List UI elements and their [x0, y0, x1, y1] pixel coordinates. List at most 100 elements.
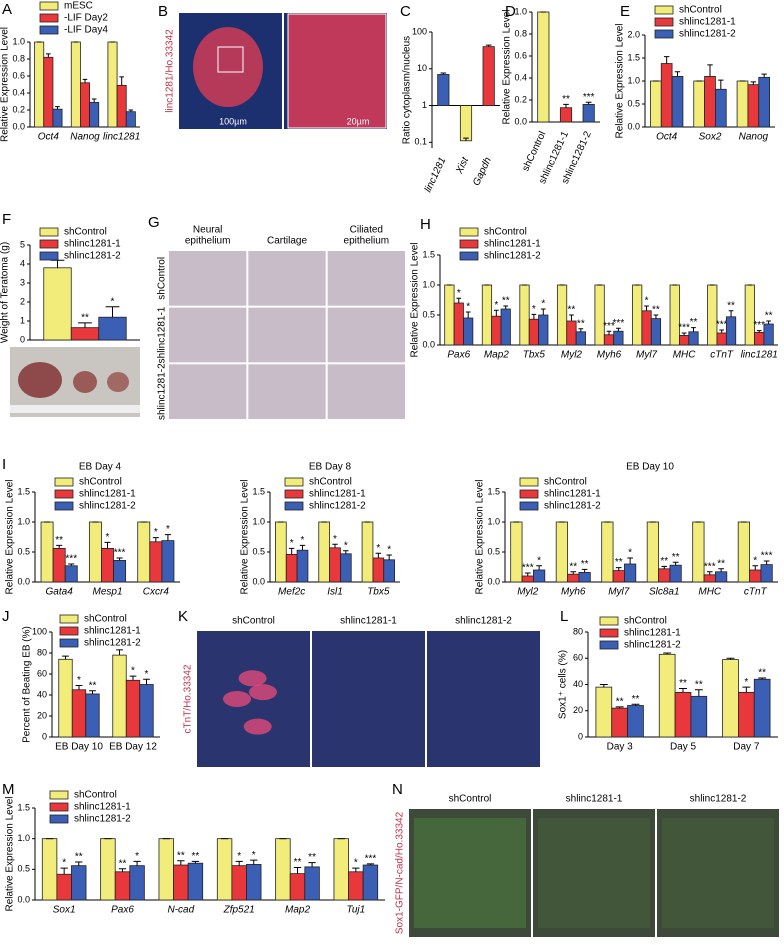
legend-swatch	[54, 477, 74, 487]
legend-label: shlinc1281-1	[544, 489, 601, 500]
y-tick-label: 1.5	[252, 486, 265, 496]
bar	[747, 84, 760, 128]
legend-swatch	[599, 628, 619, 638]
legend-swatch	[49, 814, 69, 824]
image-caption: cTnT/Ho.33342	[183, 664, 194, 733]
cTnT-stain	[223, 691, 252, 707]
error-bar	[750, 81, 757, 85]
significance: *	[541, 299, 545, 310]
y-tick-label: 0	[578, 731, 583, 741]
y-tick-label: 0.4	[12, 87, 25, 97]
error-bar	[627, 557, 633, 564]
error-bar	[89, 690, 96, 694]
y-axis-label: Relative Expression Level	[502, 9, 513, 124]
panel-letter: N	[392, 781, 403, 798]
column-label: epithelium	[185, 236, 231, 247]
significance: **	[695, 679, 703, 690]
error-bar	[143, 678, 150, 685]
bar	[632, 284, 643, 346]
y-tick-label: 1.5	[17, 486, 30, 496]
bar	[674, 691, 692, 738]
error-bar	[129, 675, 137, 681]
error-bar	[456, 297, 462, 303]
bar	[690, 695, 708, 738]
legend-label: shlinc1281-1	[484, 239, 541, 250]
error-bar	[663, 56, 670, 64]
y-tick-label: 100	[412, 26, 427, 36]
bar	[575, 331, 586, 346]
bar	[749, 569, 762, 583]
legend-label: shlinc1281-2	[64, 251, 121, 262]
bar	[603, 334, 615, 346]
y-tick-label: 0.5	[422, 309, 435, 319]
significance: **	[727, 300, 735, 311]
bar	[304, 866, 320, 901]
error-bar	[293, 866, 302, 874]
chart-title: EB Day 8	[309, 462, 352, 473]
bar	[231, 865, 247, 901]
error-bar	[116, 557, 123, 561]
bar	[595, 686, 613, 738]
legend-label: -LIF Day2	[64, 13, 108, 24]
x-tick-label: Tuj1	[346, 905, 365, 916]
bar	[437, 74, 450, 106]
micrograph	[248, 307, 326, 363]
error-bar	[578, 328, 584, 332]
bar	[89, 101, 100, 128]
y-tick-label: 1.0	[17, 833, 30, 843]
error-bar	[719, 329, 725, 333]
x-tick-label: Slc8a1	[649, 587, 680, 598]
image-caption: linc1281/Ho.33342	[165, 29, 176, 113]
bar	[693, 80, 705, 128]
bar	[658, 568, 671, 583]
x-tick-label: Myl7	[608, 587, 630, 598]
significance: *	[135, 851, 139, 862]
error-bar	[485, 44, 492, 47]
bar	[491, 315, 502, 346]
legend-swatch	[54, 501, 74, 511]
significance: ***	[365, 853, 377, 864]
bar	[556, 284, 568, 346]
y-tick-label: 1.0	[514, 6, 527, 16]
y-tick-label: 0.6	[12, 70, 25, 80]
panel-letter: E	[620, 3, 630, 20]
bar	[519, 284, 530, 346]
column-label: shlinc1281-2	[455, 616, 512, 627]
y-tick-label: 0.5	[487, 546, 500, 556]
bar	[114, 871, 131, 901]
significance: **	[81, 313, 89, 324]
bar	[40, 521, 54, 583]
x-tick-label: cTnT	[710, 350, 734, 361]
significance: *	[145, 669, 149, 680]
significance: *	[645, 296, 649, 307]
micrograph	[169, 364, 247, 419]
error-bar	[164, 534, 171, 541]
significance: *	[457, 288, 461, 299]
x-tick-label: Gata4	[46, 587, 74, 598]
bar	[641, 310, 652, 346]
legend-label: shControl	[79, 477, 122, 488]
significance: **	[660, 556, 668, 567]
bar	[481, 284, 493, 346]
bar	[70, 327, 100, 341]
bar	[372, 557, 385, 583]
error-bar	[366, 863, 375, 866]
y-tick-label: 1.0	[487, 516, 500, 526]
error-bar	[718, 568, 724, 572]
error-bar	[128, 109, 134, 112]
error-bar	[299, 544, 306, 551]
legend-label: shlinc1281-2	[79, 501, 136, 512]
error-bar	[653, 314, 659, 319]
significance: *	[62, 858, 66, 869]
error-bar	[152, 537, 159, 542]
significance: *	[301, 535, 305, 546]
bar	[521, 575, 534, 583]
x-tick-label: cTnT	[744, 587, 768, 598]
error-bar	[606, 330, 612, 335]
error-bar	[116, 649, 123, 656]
y-tick-label: 2	[20, 296, 25, 306]
micrograph	[169, 251, 247, 306]
bar	[671, 76, 684, 128]
cell-cluster	[193, 27, 263, 107]
